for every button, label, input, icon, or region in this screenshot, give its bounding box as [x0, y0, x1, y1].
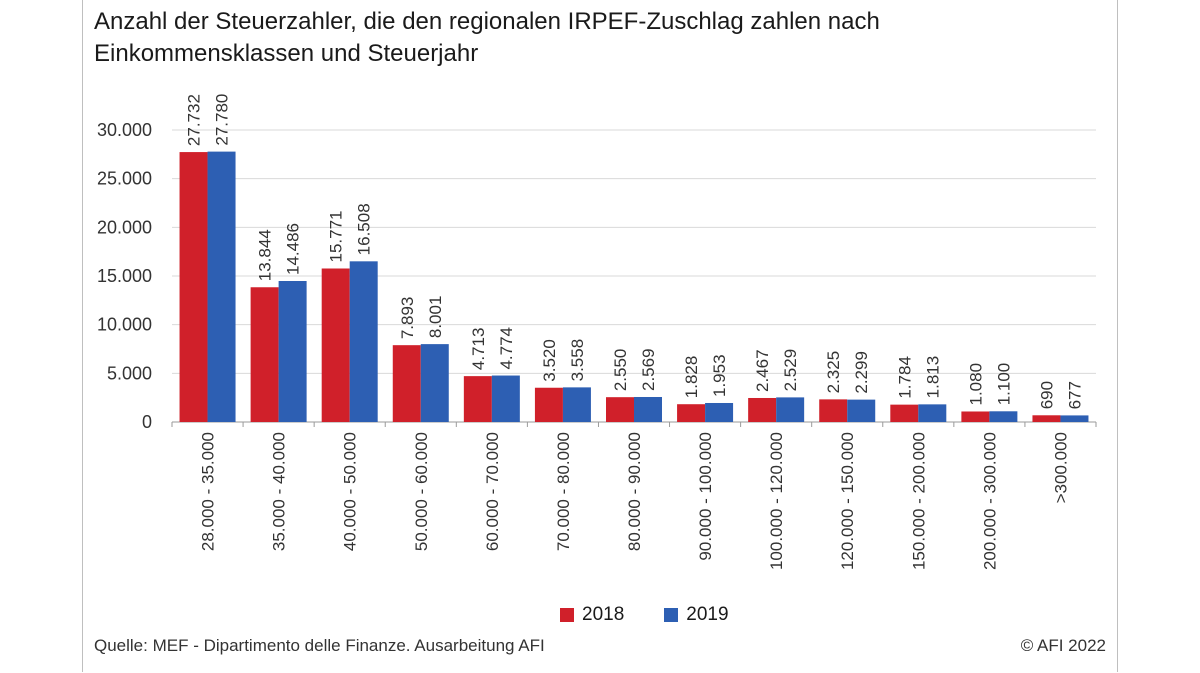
data-label-2018: 7.893 — [398, 297, 417, 340]
x-tick-label: 50.000 - 60.000 — [412, 432, 431, 551]
legend-swatch-2019 — [664, 608, 679, 622]
data-label-2019: 1.813 — [923, 356, 942, 399]
legend-item-2019: 2019 — [664, 604, 729, 626]
y-tick-label: 20.000 — [97, 217, 152, 237]
legend-swatch-2018 — [560, 608, 574, 622]
data-label-2018: 4.713 — [469, 328, 488, 371]
bar-2019 — [705, 402, 734, 422]
x-tick-label: 100.000 - 120.000 — [767, 432, 786, 570]
data-label-2019: 2.529 — [781, 349, 800, 392]
data-label-2019: 1.953 — [710, 354, 729, 397]
y-tick-label: 10.000 — [97, 315, 152, 335]
y-tick-label: 25.000 — [97, 169, 152, 189]
copyright-note: © AFI 2022 — [1020, 636, 1106, 655]
data-label-2018: 1.080 — [966, 363, 985, 406]
legend: 2018 2019 — [560, 604, 769, 626]
y-tick-label: 15.000 — [97, 266, 152, 286]
bar-2019 — [1060, 415, 1089, 422]
bar-2019 — [776, 397, 805, 422]
bar-2019 — [278, 281, 307, 422]
bar-2019 — [207, 151, 236, 422]
bar-2019 — [349, 261, 378, 422]
data-label-2019: 1.100 — [994, 363, 1013, 406]
data-label-2019: 4.774 — [497, 327, 516, 370]
source-note: Quelle: MEF - Dipartimento delle Finanze… — [94, 636, 545, 655]
chart-frame — [82, 0, 1118, 672]
legend-item-2018: 2018 — [560, 604, 624, 626]
bar-2018 — [890, 404, 919, 422]
x-tick-label: 200.000 - 300.000 — [980, 432, 999, 570]
bar-2018 — [250, 287, 279, 422]
data-label-2019: 2.569 — [639, 348, 658, 391]
bar-2019 — [562, 387, 591, 422]
data-label-2019: 27.780 — [213, 94, 232, 146]
bar-2019 — [989, 411, 1018, 422]
bar-2018 — [534, 387, 563, 422]
bar-2019 — [420, 344, 449, 422]
bar-2019 — [918, 404, 947, 422]
y-tick-label: 0 — [142, 412, 152, 432]
x-tick-label: 35.000 - 40.000 — [270, 432, 289, 551]
data-label-2018: 690 — [1037, 381, 1056, 409]
bar-2018 — [179, 152, 208, 422]
data-label-2019: 16.508 — [355, 203, 374, 255]
data-label-2018: 3.520 — [540, 339, 559, 382]
bar-2018 — [961, 411, 990, 422]
bar-2019 — [634, 396, 662, 422]
data-label-2019: 677 — [1065, 381, 1084, 409]
data-label-2018: 1.784 — [895, 356, 914, 399]
data-label-2019: 14.486 — [284, 223, 303, 275]
legend-label-2018: 2018 — [582, 604, 625, 625]
data-label-2019: 8.001 — [426, 296, 445, 339]
data-label-2018: 2.467 — [753, 349, 772, 392]
y-tick-label: 5.000 — [107, 363, 152, 383]
x-tick-label: 90.000 - 100.000 — [696, 432, 715, 561]
x-tick-label: 40.000 - 50.000 — [341, 432, 360, 551]
data-label-2019: 2.299 — [852, 351, 871, 394]
x-tick-label: 28.000 - 35.000 — [199, 432, 218, 551]
y-tick-label: 30.000 — [97, 120, 152, 140]
bar-2019 — [847, 399, 876, 422]
data-label-2018: 2.550 — [611, 349, 630, 392]
chart-title: Anzahl der Steuerzahler, die den regiona… — [94, 8, 880, 67]
bar-2018 — [463, 376, 492, 422]
bar-2018 — [748, 397, 777, 422]
x-tick-label: 60.000 - 70.000 — [483, 432, 502, 551]
x-tick-label: 80.000 - 90.000 — [625, 432, 644, 551]
data-label-2018: 13.844 — [256, 229, 275, 281]
bar-2018 — [606, 397, 634, 422]
bar-2018 — [321, 268, 350, 422]
data-label-2018: 27.732 — [185, 94, 204, 146]
x-tick-label: 120.000 - 150.000 — [838, 432, 857, 570]
data-label-2018: 15.771 — [327, 210, 346, 262]
bar-2018 — [819, 399, 848, 422]
x-tick-label: 70.000 - 80.000 — [554, 432, 573, 551]
data-label-2018: 2.325 — [824, 351, 843, 394]
bar-2018 — [677, 404, 706, 422]
bar-2019 — [491, 375, 520, 422]
x-tick-label: >300.000 — [1051, 432, 1070, 503]
bar-2018 — [1032, 415, 1061, 422]
data-label-2018: 1.828 — [682, 356, 701, 399]
data-label-2019: 3.558 — [568, 339, 587, 382]
legend-label-2019: 2019 — [686, 604, 729, 625]
x-tick-label: 150.000 - 200.000 — [909, 432, 928, 570]
bar-2018 — [392, 345, 421, 422]
